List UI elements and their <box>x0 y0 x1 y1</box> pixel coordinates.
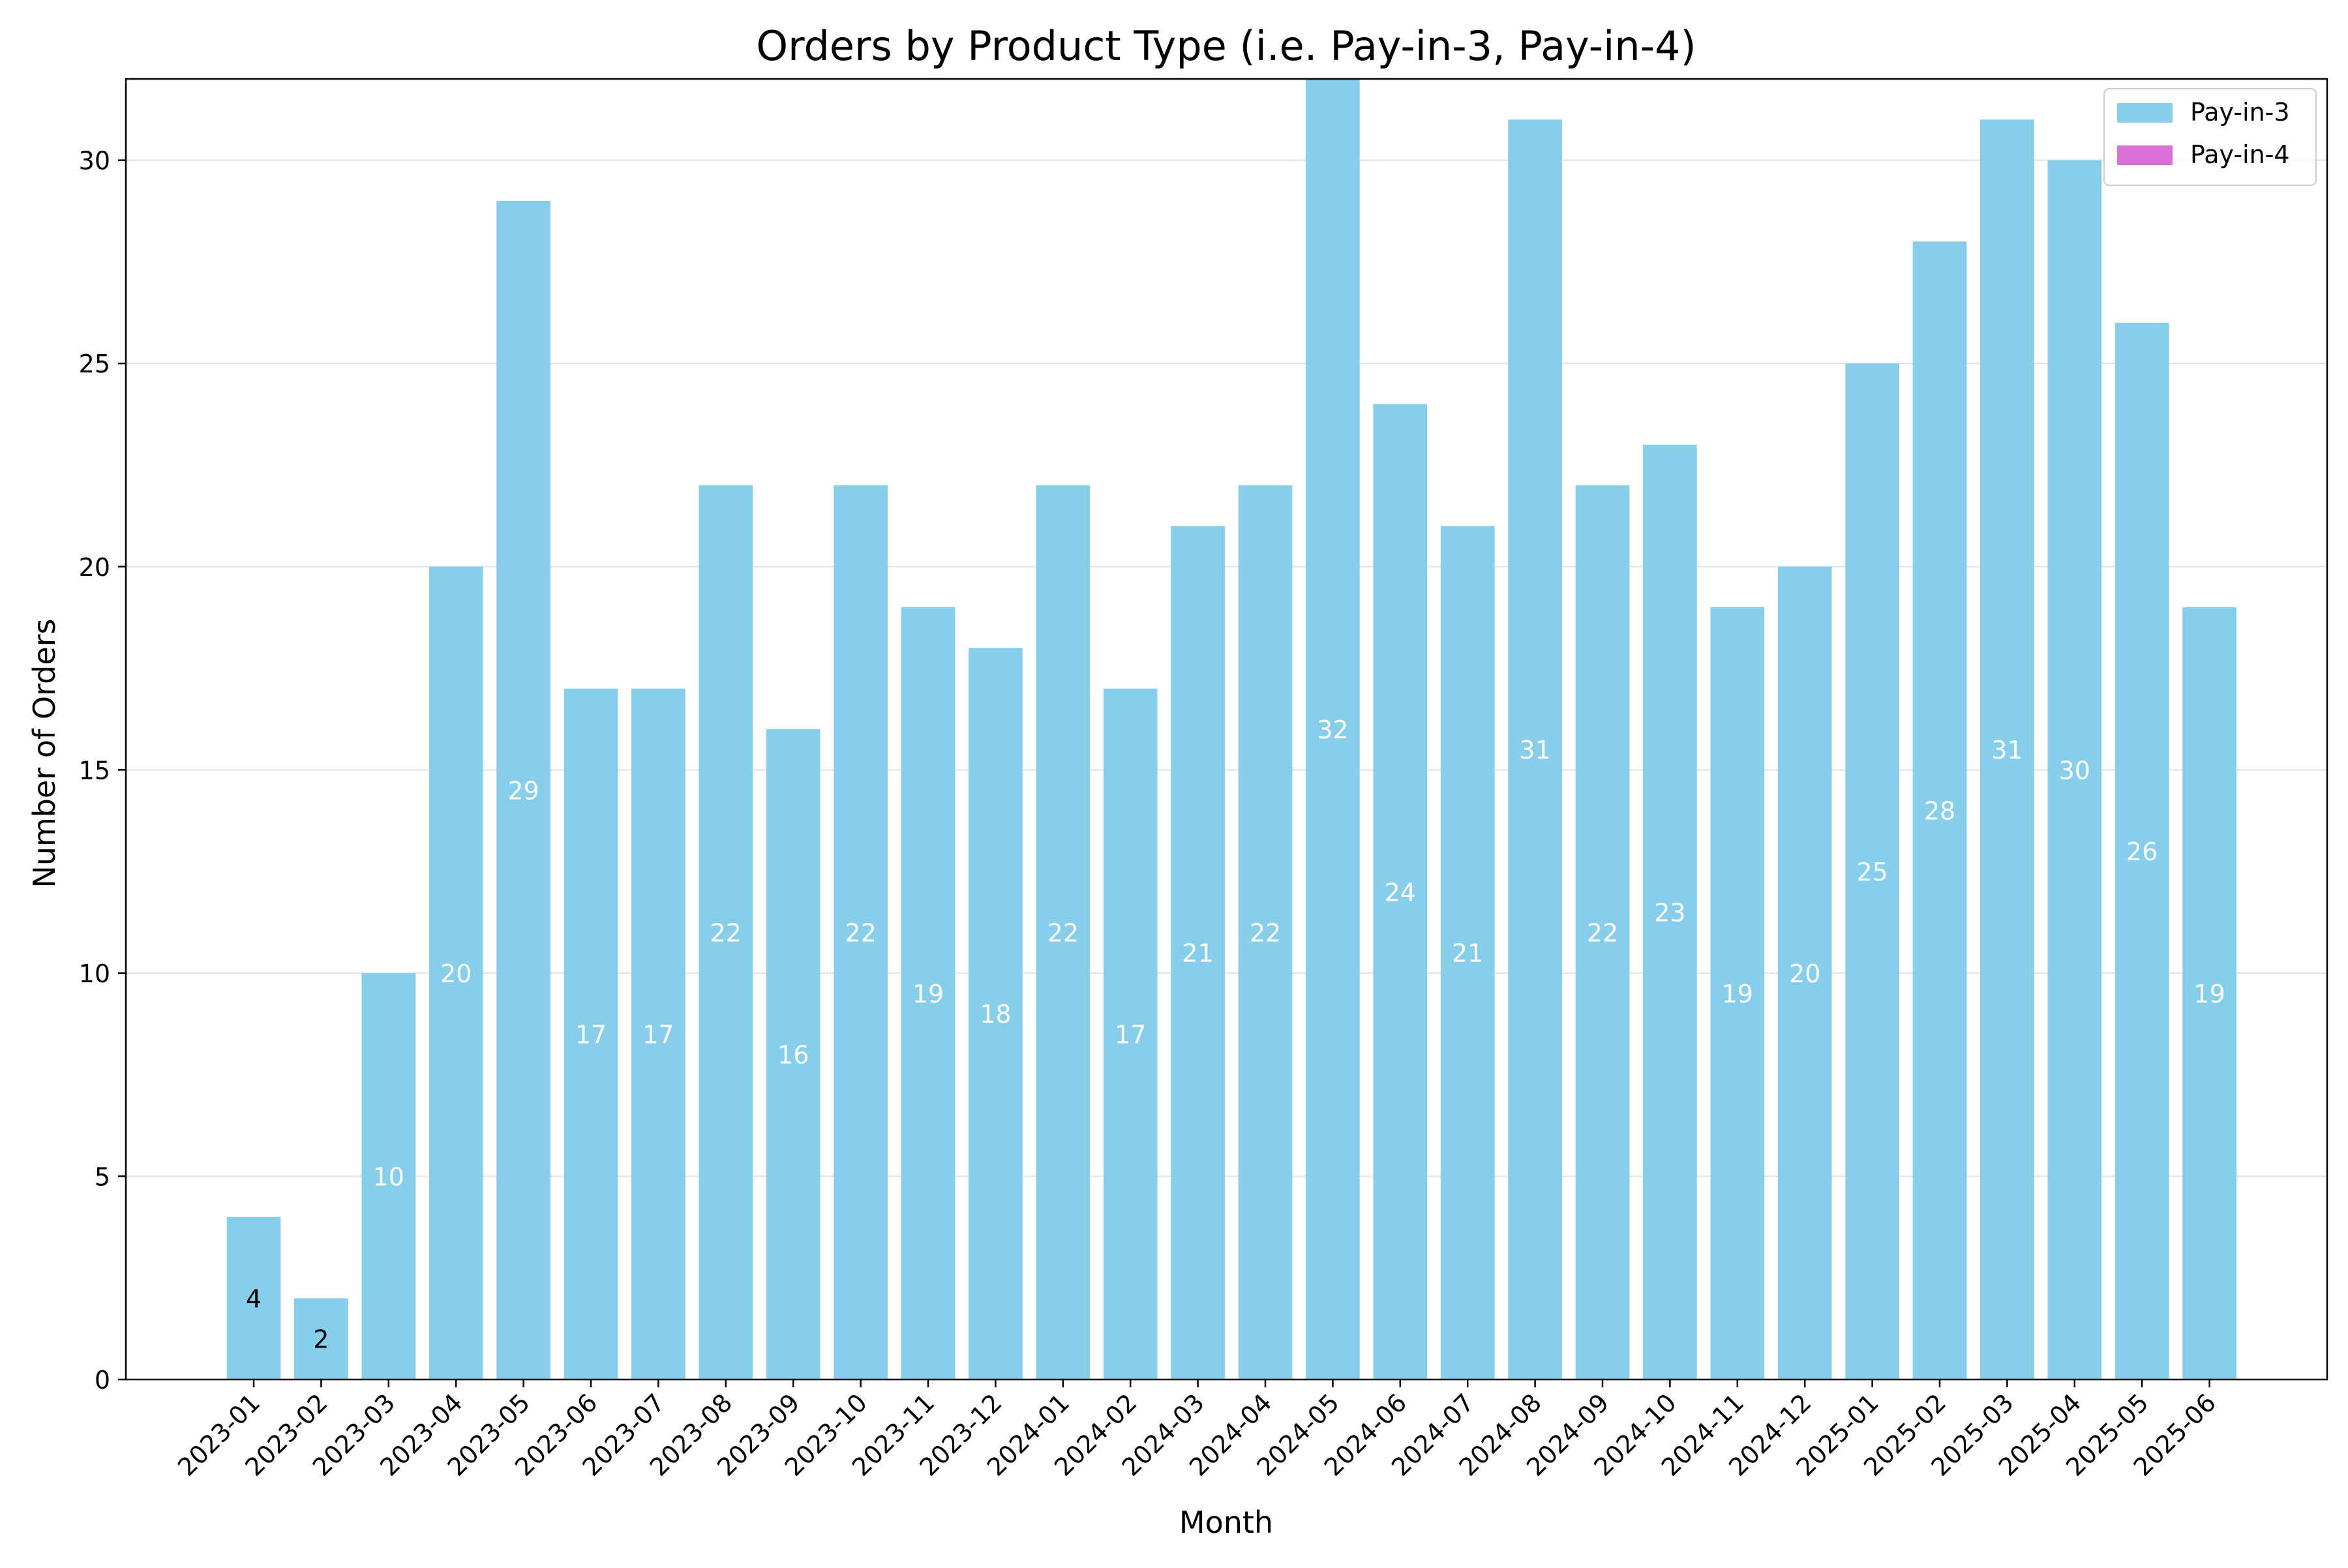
bar-value-label: 16 <box>777 1041 809 1070</box>
grid-lines <box>126 159 2327 1177</box>
bar-pay-in-3 <box>1171 526 1225 1380</box>
y-tick-label: 20 <box>79 553 110 582</box>
bar-pay-in-3 <box>1575 485 1630 1380</box>
bar-pay-in-3 <box>564 688 618 1380</box>
bar-value-label: 2 <box>313 1325 329 1354</box>
bars <box>226 79 2236 1380</box>
y-tick-label: 5 <box>95 1162 110 1191</box>
bar-value-label: 28 <box>1924 797 1955 826</box>
bar-pay-in-3 <box>1036 485 1091 1380</box>
bar-pay-in-3 <box>1777 566 1832 1380</box>
bar-pay-in-3 <box>1306 79 1360 1380</box>
bar-value-label: 18 <box>980 1000 1011 1029</box>
bar-value-label: 17 <box>575 1020 607 1049</box>
bar-value-label: 19 <box>2193 980 2225 1008</box>
bar-pay-in-3 <box>294 1298 348 1380</box>
bar-pay-in-3 <box>1845 363 1899 1380</box>
chart-title: Orders by Product Type (i.e. Pay-in-3, P… <box>756 22 1696 70</box>
bar-value-label: 20 <box>1789 959 1820 988</box>
bar-value-label: 22 <box>1250 919 1281 948</box>
bar-pay-in-3 <box>1508 119 1562 1380</box>
bar-pay-in-3 <box>496 200 550 1380</box>
bar-pay-in-3 <box>2047 160 2102 1380</box>
bar-pay-in-3 <box>699 485 753 1380</box>
y-tick-label: 0 <box>95 1366 110 1395</box>
bar-value-label: 31 <box>1519 736 1550 764</box>
bar-value-label: 22 <box>845 919 876 948</box>
bar-value-label: 17 <box>1115 1020 1146 1049</box>
bar-pay-in-3 <box>1103 688 1158 1380</box>
legend-swatch <box>2117 103 2173 123</box>
legend-swatch <box>2117 145 2173 165</box>
bar-pay-in-3 <box>2182 607 2236 1380</box>
bar-pay-in-3 <box>2115 322 2169 1380</box>
bar-value-label: 24 <box>1385 878 1416 907</box>
bar-value-label: 32 <box>1317 716 1348 744</box>
bar-pay-in-3 <box>1710 607 1765 1380</box>
bar-pay-in-3 <box>1643 444 1697 1380</box>
bar-pay-in-3 <box>361 972 416 1380</box>
y-axis: 0 5 10 15 20 25 30 <box>79 147 126 1395</box>
bar-value-label: 10 <box>373 1162 404 1191</box>
bar-value-label: 19 <box>912 980 944 1008</box>
bar-pay-in-3 <box>1373 404 1428 1380</box>
y-tick-label: 15 <box>79 756 110 785</box>
legend: Pay-in-3 Pay-in-4 <box>2103 88 2317 186</box>
bar-value-label: 17 <box>642 1020 674 1049</box>
bar-pay-in-3 <box>901 607 956 1380</box>
y-axis-label: Number of Orders <box>27 618 62 888</box>
bar-pay-in-3 <box>1980 119 2034 1380</box>
plot-frame <box>125 78 2328 1381</box>
bar-pay-in-3 <box>631 688 685 1380</box>
bar-pay-in-3 <box>1238 485 1293 1380</box>
x-axis-label: Month <box>1179 1505 1273 1540</box>
bar-pay-in-3 <box>969 648 1023 1380</box>
legend-label: Pay-in-3 <box>2190 98 2290 127</box>
bar-value-label: 23 <box>1654 898 1685 927</box>
y-tick-label: 10 <box>79 959 110 988</box>
bar-pay-in-3 <box>1440 526 1495 1380</box>
bar-value-label: 29 <box>507 776 539 805</box>
bar-value-label: 22 <box>1587 919 1618 948</box>
legend-label: Pay-in-4 <box>2190 140 2290 169</box>
bar-value-label: 20 <box>440 959 472 988</box>
bar-value-label: 22 <box>1047 919 1079 948</box>
bar-value-label: 22 <box>710 919 742 948</box>
bar-pay-in-3 <box>226 1216 281 1380</box>
bar-value-label: 26 <box>2126 837 2158 866</box>
bar-value-label: 25 <box>1856 858 1888 886</box>
bar-value-label: 21 <box>1452 939 1483 968</box>
bar-labels: 4 2 10 20 29 17 17 22 16 22 19 18 22 17 21 22 32 24 21 31 22… <box>246 716 2225 1354</box>
y-tick-label: 30 <box>79 147 110 175</box>
bar-pay-in-3 <box>766 729 820 1380</box>
y-tick-label: 25 <box>79 350 110 378</box>
bar-pay-in-3 <box>834 485 888 1380</box>
bar-value-label: 19 <box>1722 980 1753 1008</box>
bar-value-label: 4 <box>246 1284 262 1313</box>
bar-pay-in-3 <box>1912 241 1967 1380</box>
bar-value-label: 30 <box>2059 756 2090 785</box>
bar-pay-in-3 <box>429 566 483 1380</box>
bar-value-label: 31 <box>1991 736 2023 764</box>
bar-value-label: 21 <box>1182 939 1213 968</box>
